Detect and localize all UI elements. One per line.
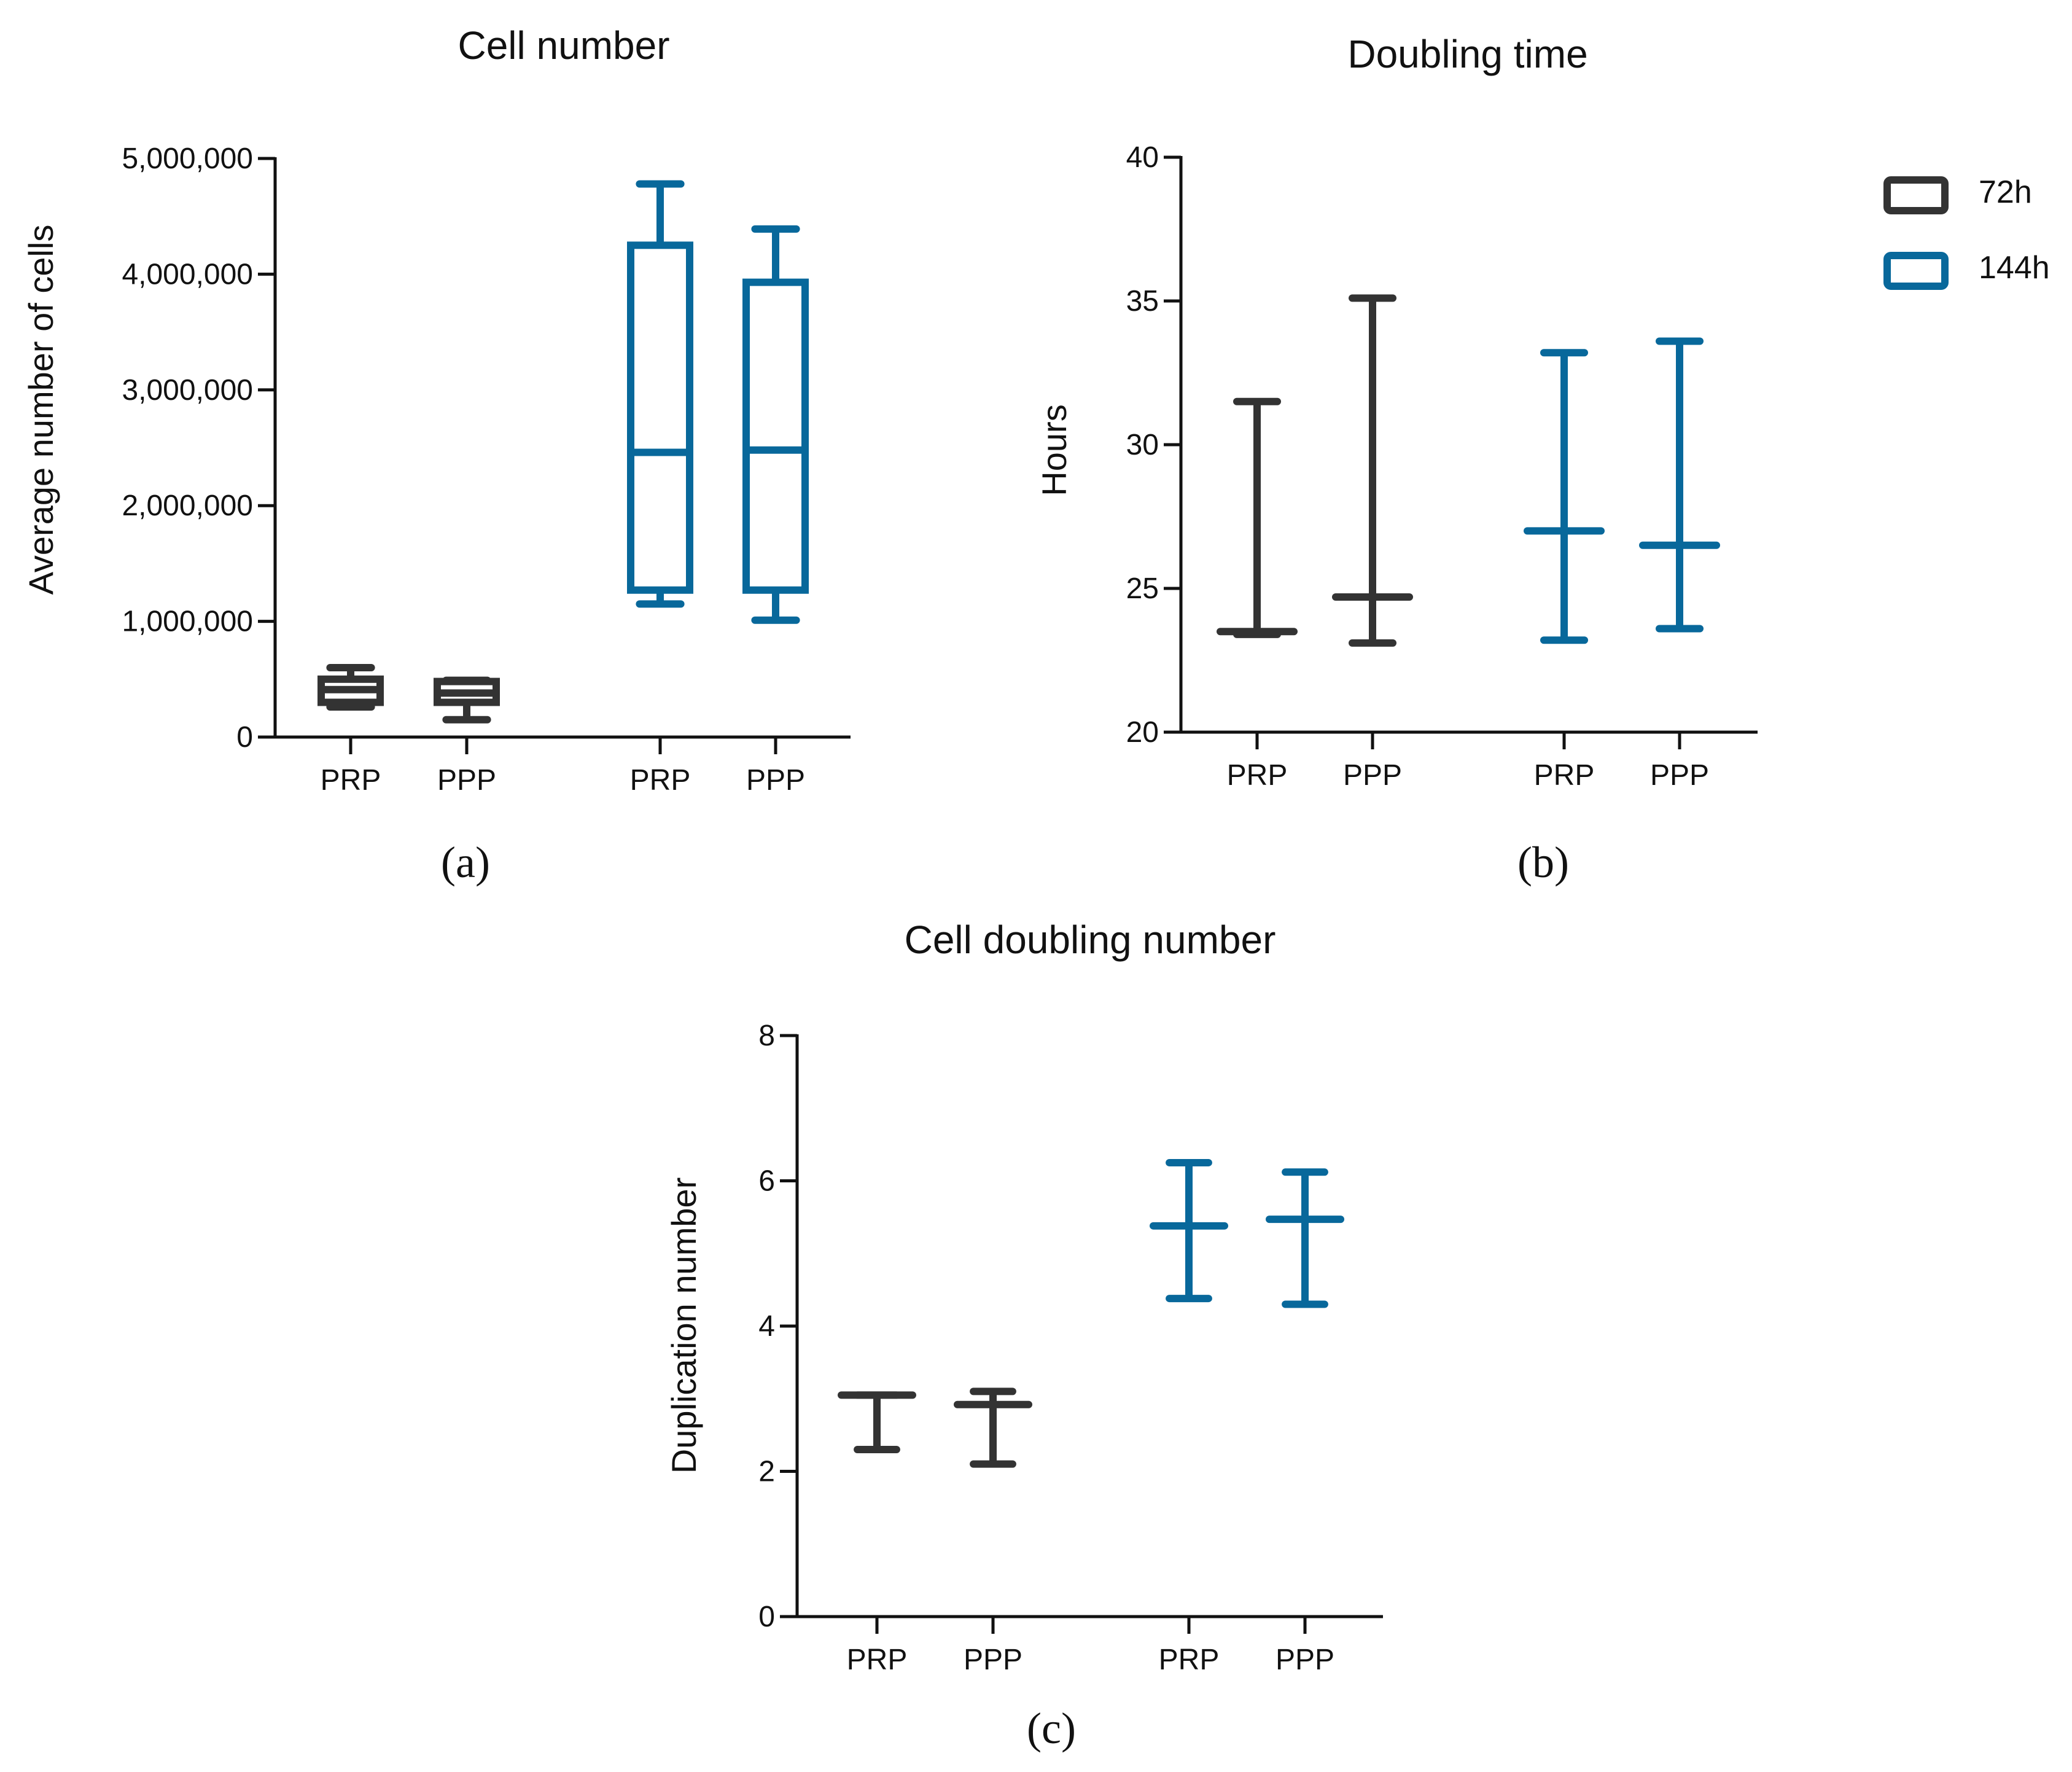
- x-tick-label: PPP: [1650, 759, 1709, 792]
- x-tick-label: PPP: [1276, 1644, 1334, 1676]
- y-tick-label: 0: [236, 721, 253, 754]
- y-tick-label: 5,000,000: [122, 142, 253, 175]
- legend-swatch-144h: [1883, 252, 1949, 290]
- x-tick-label: PRP: [1534, 759, 1595, 792]
- x-tick-label: PRP: [847, 1644, 908, 1676]
- x-tick-label: PPP: [1343, 759, 1402, 792]
- x-tick-label: PRP: [1159, 1644, 1220, 1676]
- legend-label-72h: 72h: [1979, 174, 2032, 210]
- chart-b-ylabel: Hours: [1035, 404, 1073, 496]
- legend-label-144h: 144h: [1979, 250, 2050, 286]
- x-tick-label: PRP: [1227, 759, 1288, 792]
- chart-b-panel-label: (b): [1517, 838, 1569, 887]
- chart-a: 0 1,000,000 2,000,000 3,000,000 4,000,000 5,0…: [122, 142, 851, 797]
- chart-c-panel-label: (c): [1027, 1704, 1076, 1753]
- box-body: [627, 241, 693, 594]
- y-tick-label: 2,000,000: [122, 490, 253, 522]
- y-tick-label: 35: [1126, 285, 1159, 318]
- y-tick-label: 25: [1126, 572, 1159, 605]
- chart-c: 0 2 4 6 8 PRP PPP PRP PPP: [758, 1020, 1383, 1676]
- y-tick-label: 8: [758, 1020, 775, 1052]
- y-tick-label: 3,000,000: [122, 374, 253, 407]
- chart-c-ylabel: Duplication number: [664, 1177, 703, 1473]
- y-tick-label: 4: [758, 1310, 775, 1343]
- chart-a-panel-label: (a): [441, 838, 490, 887]
- y-tick-label: 6: [758, 1165, 775, 1198]
- box-body: [742, 278, 809, 594]
- chart-b: 20 25 30 35 40 PRP PPP PRP PPP: [1126, 141, 1758, 792]
- y-tick-label: 40: [1126, 141, 1159, 174]
- legend-swatch-72h: [1883, 176, 1949, 214]
- x-tick-label: PPP: [746, 764, 805, 797]
- y-tick-label: 4,000,000: [122, 258, 253, 291]
- x-tick-label: PPP: [964, 1644, 1022, 1676]
- chart-a-title: Cell number: [458, 23, 669, 68]
- chart-b-title: Doubling time: [1347, 32, 1587, 76]
- legend: 72h 144h: [1883, 174, 2050, 290]
- chart-c-title: Cell doubling number: [905, 918, 1276, 962]
- y-tick-label: 20: [1126, 716, 1159, 749]
- chart-a-ylabel: Average number of cells: [21, 225, 60, 595]
- y-tick-label: 0: [758, 1601, 775, 1633]
- y-tick-label: 2: [758, 1456, 775, 1488]
- y-tick-label: 30: [1126, 429, 1159, 461]
- x-tick-label: PPP: [437, 764, 496, 797]
- x-tick-label: PRP: [321, 764, 381, 797]
- y-tick-label: 1,000,000: [122, 606, 253, 638]
- x-tick-label: PRP: [630, 764, 691, 797]
